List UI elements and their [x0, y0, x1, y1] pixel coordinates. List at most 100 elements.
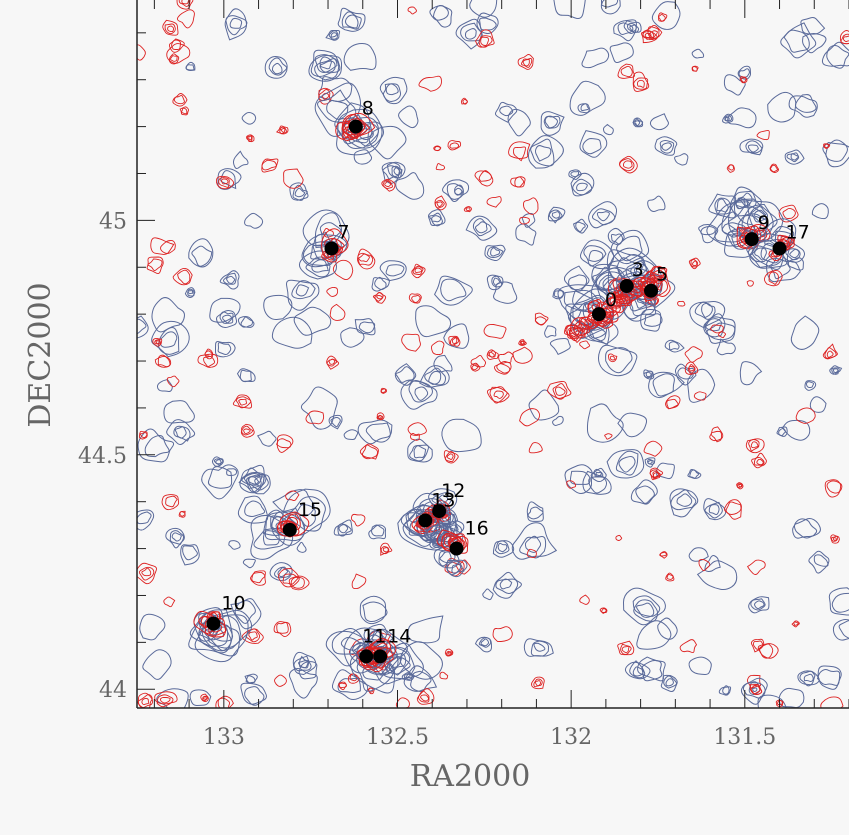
contour-line [605, 347, 633, 374]
contour-line [739, 361, 763, 386]
contour-line [275, 125, 289, 135]
contour-line [652, 471, 660, 478]
contour-line [615, 534, 623, 541]
contour-line [616, 235, 643, 262]
contour-line [617, 63, 635, 79]
contour-line [725, 501, 742, 515]
contour-line [633, 77, 649, 90]
contour-line [808, 550, 830, 574]
contour-line [617, 22, 634, 35]
contour-line [439, 551, 452, 563]
contour-line [382, 165, 401, 180]
contour-line [647, 459, 653, 465]
contour-line [264, 56, 288, 79]
contour-line [754, 247, 767, 261]
contour-line [447, 651, 452, 655]
contour-line [579, 340, 591, 350]
contour-line [757, 694, 787, 708]
contour-line [341, 11, 362, 30]
contour-line [465, 207, 471, 212]
contour-line [283, 168, 304, 189]
source-marker-8 [348, 119, 363, 134]
contour-line [607, 296, 627, 314]
contour-line [354, 318, 376, 336]
contour-line [371, 524, 385, 537]
contour-line [534, 145, 552, 162]
contour-line [277, 567, 289, 578]
contour-line [379, 260, 407, 282]
contour-line [615, 450, 639, 476]
contour-line [708, 504, 720, 516]
contour-line [770, 164, 779, 173]
contour-line [180, 544, 200, 566]
contour-line [634, 120, 641, 127]
contour-line [431, 215, 442, 223]
contour-line [166, 43, 191, 64]
contour-line [693, 391, 707, 401]
contour-line [168, 53, 180, 65]
contour-line [248, 473, 269, 491]
contour-line [718, 331, 726, 339]
contour-line [204, 350, 213, 357]
contour-line [330, 416, 341, 428]
contour-line [748, 439, 760, 453]
contour-line [568, 274, 588, 291]
contour-line [240, 316, 254, 328]
contour-line [376, 295, 383, 300]
contour-line [395, 697, 410, 708]
contour-line [337, 7, 366, 32]
contour-line [658, 12, 668, 22]
contour-line [197, 353, 219, 368]
contour-line [248, 631, 258, 641]
contour-line [141, 697, 150, 705]
contour-line [361, 444, 378, 460]
contour-line [665, 395, 681, 409]
contour-line [816, 669, 841, 686]
contour-line [524, 535, 542, 553]
contour-line [701, 302, 713, 319]
contour-line [157, 354, 171, 368]
contour-line [178, 0, 191, 7]
contour-line [411, 514, 440, 533]
contour-line [826, 45, 849, 69]
contour-line [447, 140, 462, 151]
contour-line [155, 340, 160, 345]
contour-line [507, 108, 531, 137]
contour-line [225, 15, 248, 36]
contour-line [141, 567, 152, 577]
contour-line [512, 346, 533, 364]
contour-line [643, 370, 654, 379]
contour-line [569, 80, 606, 116]
contour-line [797, 670, 820, 686]
contour-line [444, 451, 456, 463]
contour-line [138, 430, 148, 440]
contour-line [429, 499, 451, 520]
contour-line [165, 527, 185, 549]
contour-line [635, 485, 655, 504]
contour-line [551, 211, 561, 219]
contour-line [311, 259, 329, 273]
contour-line [357, 248, 376, 270]
contour-line [520, 340, 525, 345]
contour-line [434, 275, 473, 306]
contour-line [576, 182, 588, 192]
contour-line [617, 412, 648, 438]
contour-line [609, 297, 623, 309]
source-marker-9 [744, 232, 759, 247]
contour-line [750, 598, 766, 611]
contour-line [722, 685, 730, 695]
contour-line [831, 592, 849, 613]
contour-line [226, 275, 236, 284]
contour-line [407, 422, 427, 436]
contour-line [607, 227, 625, 246]
contour-line [698, 558, 711, 572]
contour-line [341, 114, 366, 140]
contour-line [449, 524, 459, 532]
contour-line [553, 0, 586, 20]
contour-line [624, 661, 651, 680]
contour-line [475, 221, 488, 234]
contour-line [281, 488, 331, 536]
contour-line [742, 682, 766, 699]
contour-line [739, 76, 748, 84]
contour-line [745, 140, 763, 156]
